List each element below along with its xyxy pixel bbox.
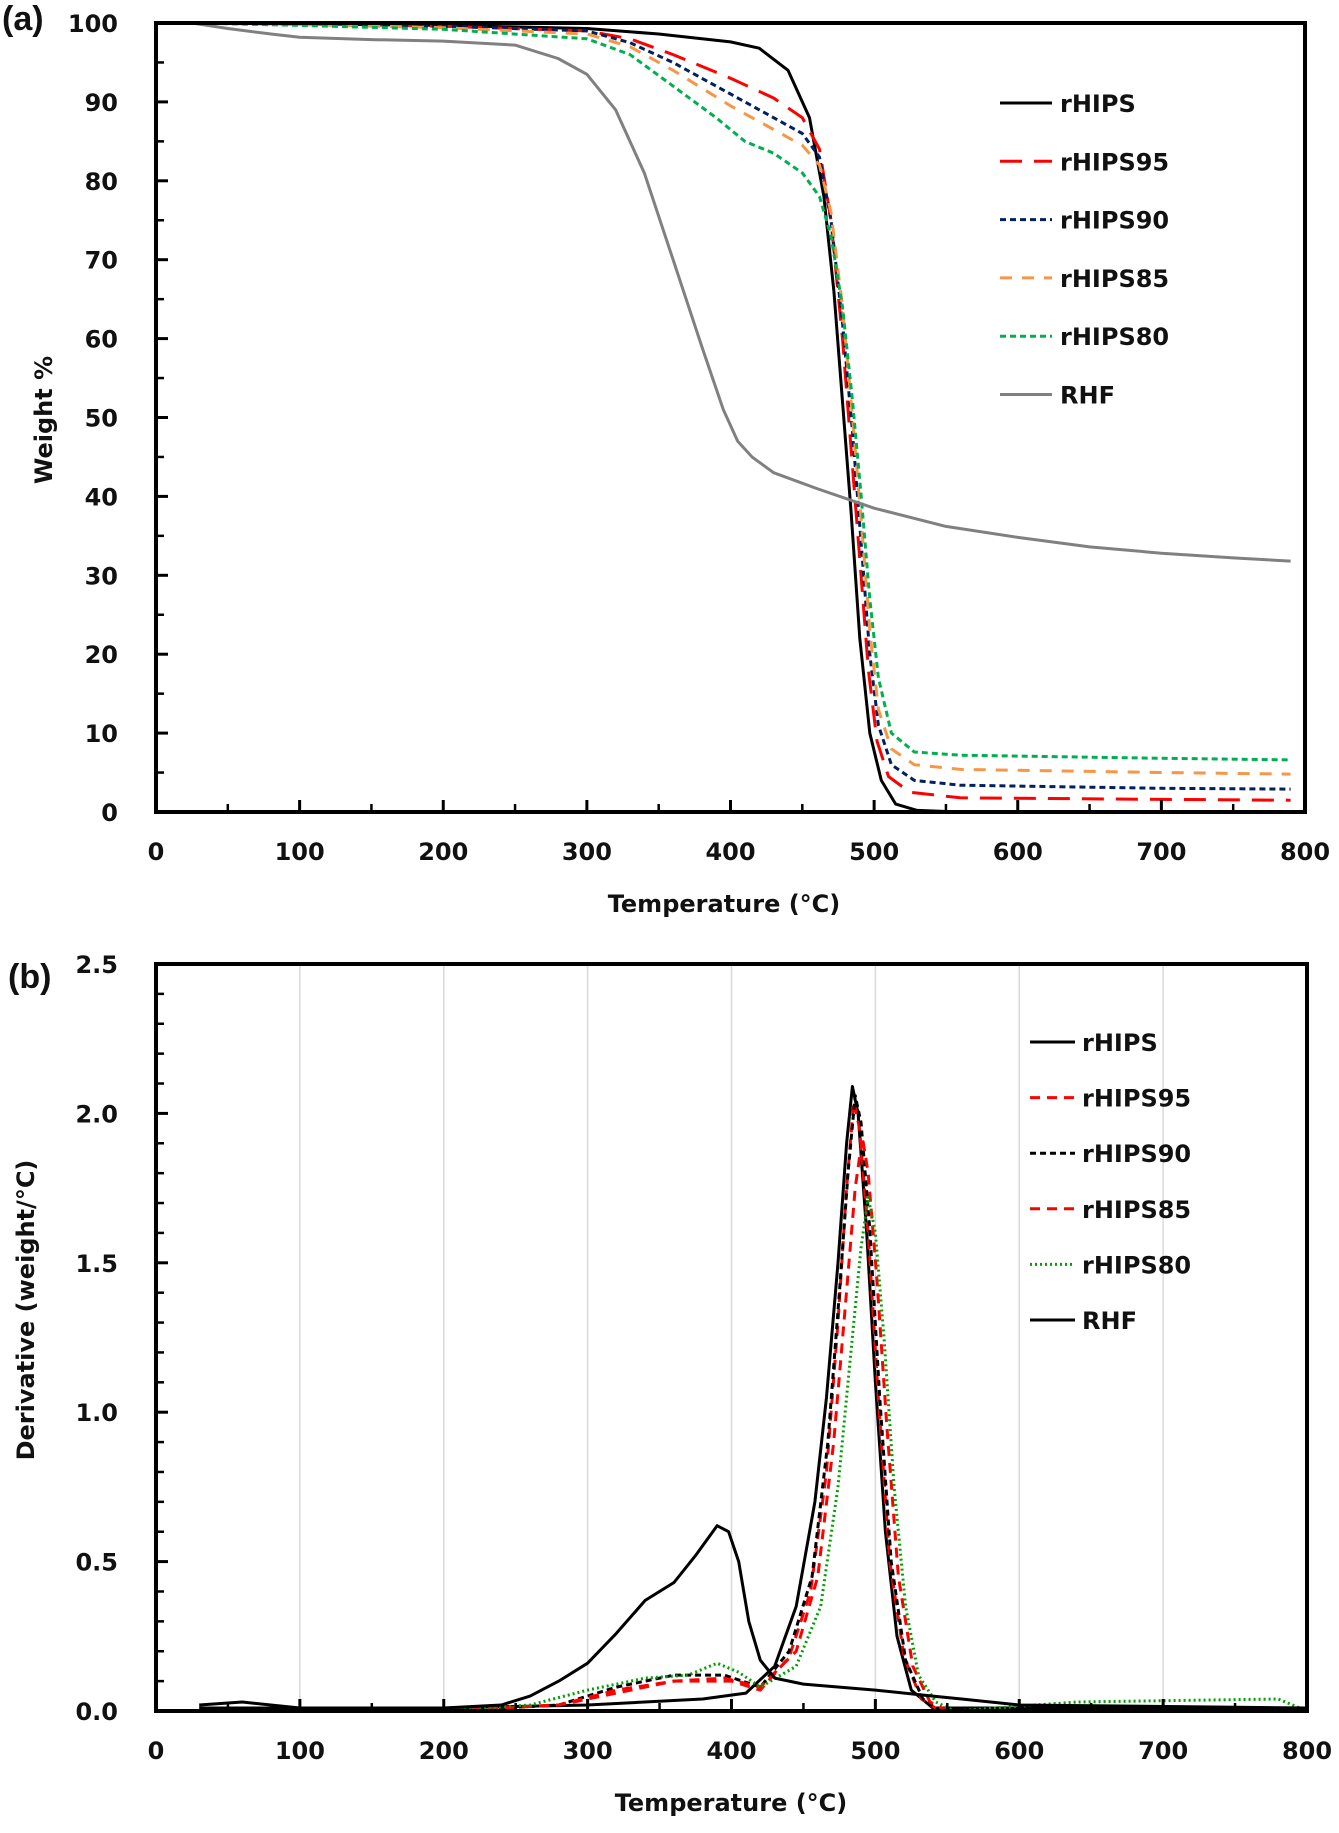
x-tick-label: 600 bbox=[993, 838, 1043, 866]
x-tick-label: 700 bbox=[1138, 1737, 1188, 1765]
series-line-rhf bbox=[199, 1524, 1308, 1710]
legend-label: rHIPS bbox=[1060, 90, 1136, 118]
x-tick-label: 800 bbox=[1280, 838, 1330, 866]
y-tick-label: 20 bbox=[85, 641, 118, 669]
legend-label: rHIPS90 bbox=[1082, 1140, 1191, 1168]
x-tick-label: 400 bbox=[706, 1737, 756, 1765]
y-tick-label: 0.5 bbox=[75, 1549, 118, 1577]
y-tick-label: 0.0 bbox=[75, 1698, 118, 1726]
legend-label: rHIPS80 bbox=[1060, 323, 1169, 351]
series-line-rhips95 bbox=[199, 1099, 1307, 1713]
chart-b: (b) 0 100 200 300 400 500 600 700 800 0.0 0.5 1.0 1.… bbox=[8, 951, 1332, 1817]
ticks-a: 0 100 200 300 400 500 600 700 800 0 10 20 30 40 50 60 70… bbox=[68, 10, 1330, 866]
x-tick-label: 0 bbox=[148, 838, 165, 866]
gridlines-b bbox=[299, 964, 1164, 1711]
series-line-rhips90 bbox=[199, 1094, 1307, 1713]
series-group-b bbox=[199, 1085, 1308, 1713]
x-tick-label: 0 bbox=[148, 1737, 165, 1765]
series-line-rhips bbox=[199, 1085, 1307, 1710]
x-tick-label: 100 bbox=[275, 838, 325, 866]
y-tick-label: 0 bbox=[101, 799, 118, 827]
y-tick-label: 1.5 bbox=[75, 1250, 118, 1278]
legend-label: rHIPS85 bbox=[1082, 1196, 1191, 1224]
legend-a: rHIPS rHIPS95 rHIPS90 rHIPS85 rHIPS80 RHF bbox=[1000, 90, 1169, 410]
legend-label: rHIPS bbox=[1082, 1029, 1158, 1057]
legend-label: rHIPS90 bbox=[1060, 207, 1169, 235]
ticks-b: 0 100 200 300 400 500 600 700 800 0.0 0.5 1.0 1.5 2.0… bbox=[75, 951, 1332, 1765]
panel-label-b: (b) bbox=[8, 958, 51, 996]
series-line-rhips85 bbox=[191, 21, 1291, 776]
series-line-rhips bbox=[191, 21, 1291, 814]
legend-label: RHF bbox=[1060, 382, 1115, 410]
x-tick-label: 500 bbox=[849, 838, 899, 866]
legend-label: rHIPS80 bbox=[1082, 1251, 1191, 1279]
y-tick-label: 100 bbox=[68, 10, 118, 38]
legend-label: rHIPS85 bbox=[1060, 265, 1169, 293]
series-line-rhips85 bbox=[199, 1135, 1307, 1713]
y-tick-label: 2.0 bbox=[75, 1100, 118, 1128]
plot-frame-a bbox=[154, 21, 1307, 814]
y-tick-label: 40 bbox=[85, 483, 118, 511]
y-tick-label: 10 bbox=[85, 720, 118, 748]
legend-label: rHIPS95 bbox=[1060, 148, 1169, 176]
series-line-rhf bbox=[191, 21, 1291, 563]
y-tick-label: 30 bbox=[85, 562, 118, 590]
x-tick-label: 100 bbox=[275, 1737, 325, 1765]
chart-a: (a) 0 100 200 300 400 500 600 700 800 0 10 20 30 40 50… bbox=[2, 0, 1330, 918]
x-axis-title-a: Temperature (°C) bbox=[608, 890, 841, 918]
legend-label: RHF bbox=[1082, 1307, 1137, 1335]
x-tick-label: 400 bbox=[705, 838, 755, 866]
series-line-rhips80 bbox=[199, 1195, 1308, 1713]
series-line-rhips90 bbox=[191, 21, 1291, 791]
x-tick-label: 600 bbox=[994, 1737, 1044, 1765]
series-group-a bbox=[191, 21, 1291, 814]
y-tick-label: 60 bbox=[85, 326, 118, 354]
series-line-rhips80 bbox=[191, 21, 1291, 762]
y-axis-title-b: Derivative (weight/°C) bbox=[12, 1160, 40, 1461]
x-tick-label: 300 bbox=[562, 838, 612, 866]
x-tick-label: 700 bbox=[1136, 838, 1186, 866]
x-axis-title-b: Temperature (°C) bbox=[615, 1789, 848, 1817]
y-axis-title-a: Weight % bbox=[30, 356, 58, 484]
y-tick-label: 50 bbox=[85, 405, 118, 433]
x-tick-label: 500 bbox=[850, 1737, 900, 1765]
y-tick-label: 90 bbox=[85, 89, 118, 117]
x-tick-label: 800 bbox=[1282, 1737, 1332, 1765]
y-tick-label: 2.5 bbox=[75, 951, 118, 979]
y-tick-label: 80 bbox=[85, 168, 118, 196]
x-tick-label: 200 bbox=[418, 838, 468, 866]
panel-label-a: (a) bbox=[2, 0, 44, 38]
legend-b: rHIPS rHIPS95 rHIPS90 rHIPS85 rHIPS80 RHF bbox=[1030, 1029, 1191, 1335]
series-line-rhips95 bbox=[191, 21, 1291, 802]
y-tick-label: 70 bbox=[85, 247, 118, 275]
x-tick-label: 200 bbox=[419, 1737, 469, 1765]
legend-label: rHIPS95 bbox=[1082, 1085, 1191, 1113]
y-tick-label: 1.0 bbox=[75, 1399, 118, 1427]
x-tick-label: 300 bbox=[563, 1737, 613, 1765]
